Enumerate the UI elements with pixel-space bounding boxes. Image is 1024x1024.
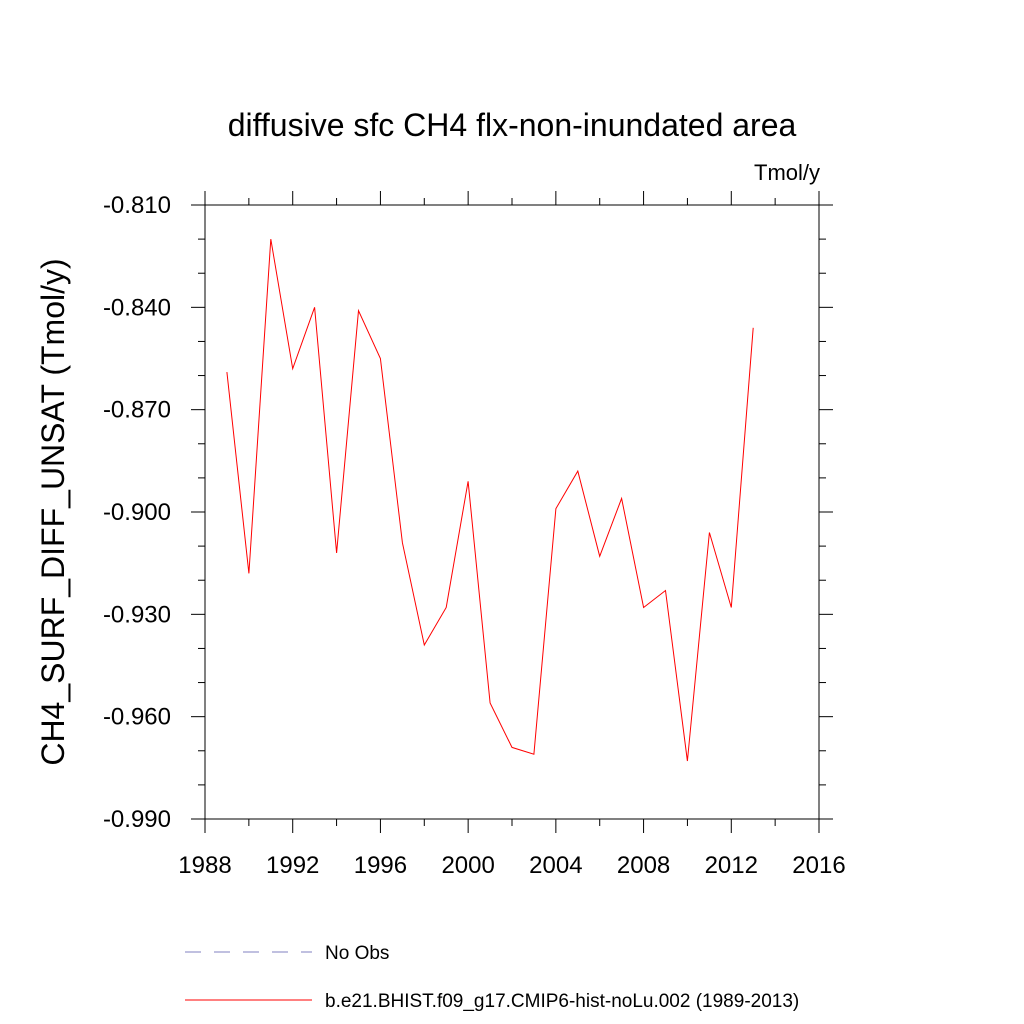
legend-label: b.e21.BHIST.f09_g17.CMIP6-hist-noLu.002 … bbox=[325, 991, 799, 1012]
y-tick-label: -0.870 bbox=[103, 397, 171, 424]
legend: No Obs b.e21.BHIST.f09_g17.CMIP6-hist-noL… bbox=[185, 943, 799, 1012]
series-line bbox=[226, 239, 754, 762]
x-tick-label: 1996 bbox=[354, 852, 407, 879]
x-tick-label: 1988 bbox=[178, 852, 231, 879]
y-tick-label: -0.960 bbox=[103, 704, 171, 731]
plot-frame bbox=[204, 204, 820, 820]
units-label: Tmol/y bbox=[754, 160, 820, 185]
x-tick-label: 1992 bbox=[266, 852, 319, 879]
y-axis: -0.990 -0.960 -0.930 -0.900 -0.870 -0.840 -0.8… bbox=[103, 192, 833, 833]
x-tick-label: 2000 bbox=[441, 852, 494, 879]
y-tick-label: -0.930 bbox=[103, 601, 171, 628]
y-axis-label: CH4_SURF_DIFF_UNSAT (Tmol/y) bbox=[35, 258, 71, 765]
series-layer bbox=[226, 239, 754, 762]
y-tick-label: -0.900 bbox=[103, 499, 171, 526]
x-tick-label: 2012 bbox=[705, 852, 758, 879]
x-tick-label: 2004 bbox=[529, 852, 582, 879]
x-tick-label: 2016 bbox=[792, 852, 845, 879]
y-tick-label: -0.990 bbox=[103, 806, 171, 833]
x-tick-label: 2008 bbox=[617, 852, 670, 879]
x-axis: 1988 1992 1996 2000 2004 2008 2012 2016 bbox=[178, 191, 846, 879]
chart-title: diffusive sfc CH4 flx-non-inundated area bbox=[228, 107, 797, 143]
legend-label: No Obs bbox=[325, 943, 389, 964]
y-tick-label: -0.810 bbox=[103, 192, 171, 219]
y-tick-label: -0.840 bbox=[103, 294, 171, 321]
